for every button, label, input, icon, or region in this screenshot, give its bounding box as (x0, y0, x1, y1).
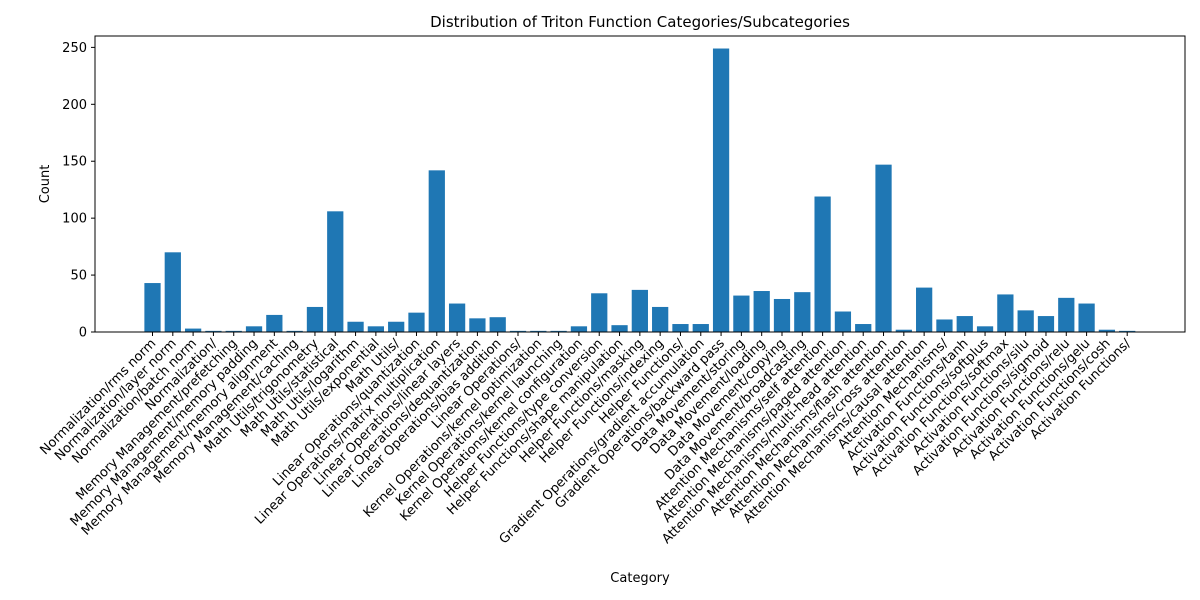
bar (347, 321, 364, 332)
bar (834, 311, 852, 332)
bar (976, 326, 994, 332)
bar (428, 170, 445, 332)
bar (652, 306, 669, 332)
bar (266, 314, 283, 332)
x-axis: Normalization/rms normNormalization/laye… (37, 332, 1134, 547)
bar (814, 196, 831, 332)
bar (306, 306, 324, 332)
bar (225, 330, 242, 332)
bar (916, 287, 933, 332)
bar (855, 324, 872, 332)
bar (1078, 303, 1095, 332)
bar (184, 328, 202, 332)
bar (733, 295, 750, 332)
bar (692, 324, 709, 332)
y-tick-label: 0 (79, 326, 87, 341)
y-tick-label: 150 (62, 155, 87, 170)
bar (1119, 330, 1136, 332)
bar (956, 316, 973, 332)
bar (875, 164, 892, 332)
bar (895, 329, 912, 332)
y-axis: 0 50 100 150 200 250 (62, 41, 95, 341)
bar (245, 326, 263, 332)
bar (936, 319, 953, 332)
y-tick-label: 250 (62, 41, 87, 56)
bar (286, 330, 303, 332)
plot-frame (94, 35, 1186, 333)
bar (712, 48, 730, 333)
bars-group (144, 48, 1136, 333)
y-axis-title: Count (38, 165, 53, 204)
bar (611, 325, 628, 332)
bar (997, 294, 1014, 332)
bar (367, 326, 384, 332)
x-axis-title: Category (610, 571, 670, 586)
bar (550, 330, 567, 332)
bar (1037, 316, 1055, 332)
bar (509, 330, 527, 332)
bar (388, 321, 405, 332)
bar (672, 324, 689, 332)
bar (1098, 329, 1116, 332)
bar (469, 318, 486, 332)
bar (1058, 297, 1075, 332)
y-tick-label: 200 (62, 98, 87, 113)
bar (591, 293, 608, 332)
bar (144, 283, 161, 332)
bar (489, 317, 506, 332)
y-tick-label: 50 (70, 269, 87, 284)
bar (530, 330, 547, 332)
bar (408, 312, 425, 332)
bar (794, 292, 811, 332)
y-tick-label: 100 (62, 212, 87, 227)
bar (570, 326, 588, 332)
bar (631, 289, 648, 332)
bar (773, 298, 791, 332)
bar (327, 211, 344, 332)
bar (753, 291, 770, 332)
chart-title: Distribution of Triton Function Categori… (430, 13, 850, 31)
bar (205, 330, 222, 332)
bar (448, 303, 466, 332)
bar (164, 252, 181, 332)
bar (1017, 310, 1034, 332)
